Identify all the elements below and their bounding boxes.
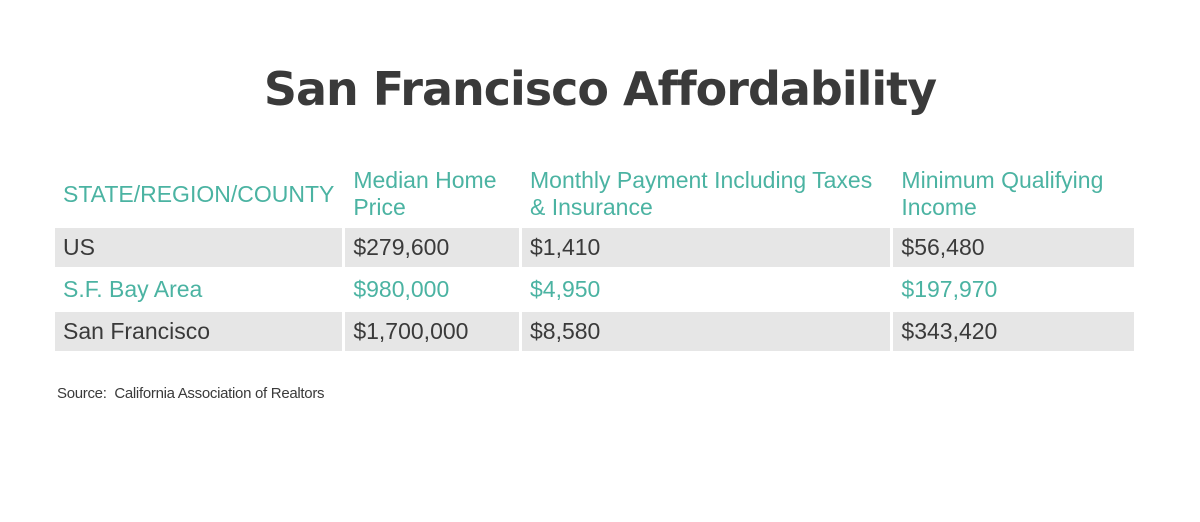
cell-median-home-price: $279,600	[345, 228, 519, 267]
column-header-monthly-payment: Monthly Payment Including Taxes & Insura…	[530, 167, 873, 220]
cell-min-income: $197,970	[893, 270, 1134, 309]
cell-min-income: $56,480	[893, 228, 1134, 267]
header-row: STATE/REGION/COUNTY Median Home Price Mo…	[55, 163, 1134, 225]
column-header-min-income: Minimum Qualifying Income	[901, 167, 1104, 220]
cell-median-home-price: $980,000	[345, 270, 519, 309]
cell-monthly-payment: $4,950	[522, 270, 891, 309]
cell-median-home-price: $1,700,000	[345, 312, 519, 351]
table-body: US $279,600 $1,410 $56,480 S.F. Bay Area…	[55, 228, 1134, 351]
cell-min-income: $343,420	[893, 312, 1134, 351]
cell-region: US	[55, 228, 343, 267]
table-row-us: US $279,600 $1,410 $56,480	[55, 228, 1134, 267]
column-header-median-home-price: Median Home Price	[353, 167, 497, 220]
table-header: STATE/REGION/COUNTY Median Home Price Mo…	[55, 163, 1134, 225]
source-note: Source: California Association of Realto…	[57, 385, 325, 402]
cell-region: S.F. Bay Area	[55, 270, 343, 309]
table-row-san-francisco: San Francisco $1,700,000 $8,580 $343,420	[55, 312, 1134, 351]
affordability-table: STATE/REGION/COUNTY Median Home Price Mo…	[52, 160, 1137, 354]
column-header-region: STATE/REGION/COUNTY	[63, 180, 335, 207]
chart-title: San Francisco Affordability	[263, 62, 937, 116]
cell-monthly-payment: $1,410	[522, 228, 891, 267]
table-row-sf-bay-area: S.F. Bay Area $980,000 $4,950 $197,970	[55, 270, 1134, 309]
cell-monthly-payment: $8,580	[522, 312, 891, 351]
cell-region: San Francisco	[55, 312, 343, 351]
